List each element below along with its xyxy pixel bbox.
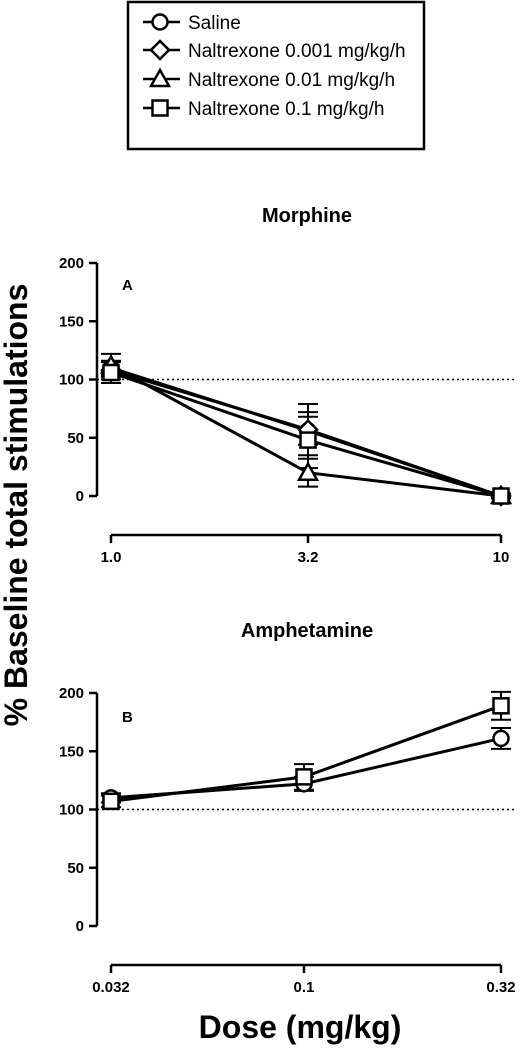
data-point-naltrexone-0-01-mg-kg-h xyxy=(296,461,320,481)
x-tick-label-0-32: 0.32 xyxy=(486,979,515,996)
y-tick-label-200: 200 xyxy=(59,255,84,272)
data-point-naltrexone-0-1-mg-kg-h xyxy=(299,431,317,449)
y-tick-label-150: 150 xyxy=(59,743,84,760)
legend-marker-naltrexone-0-1-mg-kg-h xyxy=(151,99,169,117)
legend-marker-saline xyxy=(151,13,169,31)
y-tick-label-0: 0 xyxy=(76,488,84,505)
x-tick-label-10: 10 xyxy=(493,549,510,566)
legend-label-naltrexone-0001: Naltrexone 0.001 mg/kg/h xyxy=(188,41,406,62)
y-tick-label-150: 150 xyxy=(59,313,84,330)
panel-b-plot-area: 0 50 100 150 200 0.032 0.1 0.32 xyxy=(59,685,516,996)
panel-label-b: B xyxy=(122,709,133,726)
y-tick-label-100: 100 xyxy=(59,802,84,819)
panel-a-plot-area: 0 50 100 150 200 1.0 3.2 10 xyxy=(59,255,515,566)
data-point-naltrexone-0-1-mg-kg-h xyxy=(102,792,120,811)
y-axis-title: % Baseline total stimulations xyxy=(0,284,34,727)
x-tick-label-0-1: 0.1 xyxy=(294,979,315,996)
y-tick-label-50: 50 xyxy=(67,430,84,447)
x-tick-label-0-032: 0.032 xyxy=(92,979,130,996)
data-point-naltrexone-0-1-mg-kg-h xyxy=(295,768,313,786)
data-point-naltrexone-0-1-mg-kg-h xyxy=(492,697,510,715)
panel-morphine: Morphine A 0 50 100 150 200 1.0 3.2 10 xyxy=(59,205,515,566)
data-point-naltrexone-0-1-mg-kg-h xyxy=(102,363,120,382)
panel-label-a: A xyxy=(122,277,133,294)
y-tick-label-200: 200 xyxy=(59,685,84,702)
legend-label-naltrexone-01: Naltrexone 0.1 mg/kg/h xyxy=(188,99,384,120)
panel-title-amphetamine: Amphetamine xyxy=(241,620,373,642)
legend-items xyxy=(143,13,180,117)
legend-marker-naltrexone-0-01-mg-kg-h xyxy=(148,67,172,88)
x-tick-label-1-0: 1.0 xyxy=(101,549,122,566)
data-point-saline xyxy=(492,729,510,748)
panel-title-morphine: Morphine xyxy=(262,205,352,227)
y-tick-label-0: 0 xyxy=(76,918,84,935)
legend-marker-naltrexone-0-001-mg-kg-h xyxy=(149,39,171,61)
legend-label-saline: Saline xyxy=(188,13,241,34)
x-axis-title: Dose (mg/kg) xyxy=(199,1009,402,1045)
legend-label-naltrexone-001: Naltrexone 0.01 mg/kg/h xyxy=(188,70,395,91)
y-tick-label-100: 100 xyxy=(59,372,84,389)
x-tick-label-3-2: 3.2 xyxy=(298,549,319,566)
panel-amphetamine: Amphetamine B 0 50 100 150 200 0.032 0.1 0.32 xyxy=(59,620,516,996)
legend: Saline Naltrexone 0.001 mg/kg/h Naltrexo… xyxy=(126,0,426,151)
legend-box xyxy=(126,0,426,151)
y-tick-label-50: 50 xyxy=(67,860,84,877)
data-point-naltrexone-0-1-mg-kg-h xyxy=(492,487,510,505)
